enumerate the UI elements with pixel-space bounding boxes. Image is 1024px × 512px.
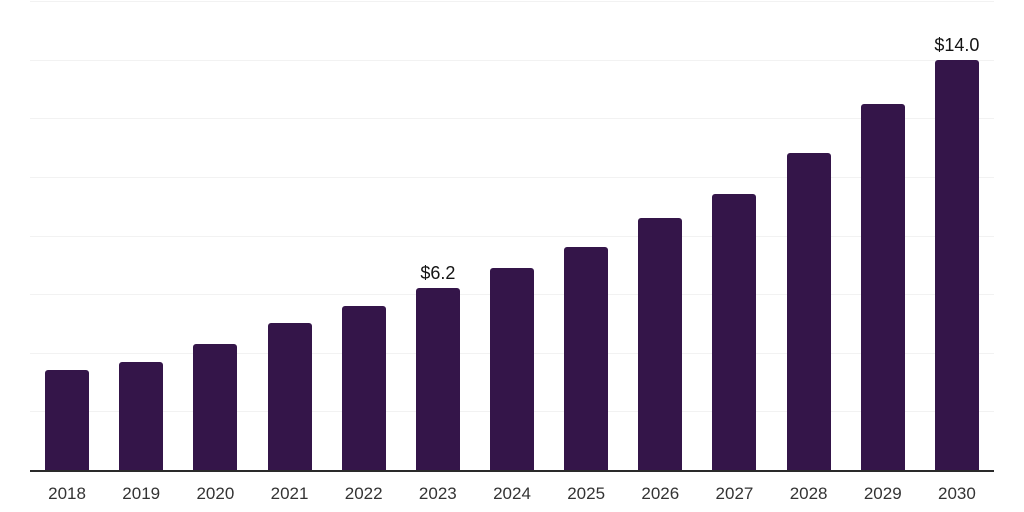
bar-2028 xyxy=(786,153,831,470)
gridline xyxy=(30,1,994,2)
gridline xyxy=(30,118,994,120)
x-tick-2024: 2024 xyxy=(493,484,531,503)
x-tick-2021: 2021 xyxy=(270,484,309,503)
gridline xyxy=(30,59,994,61)
x-tick-2030: 2030 xyxy=(938,484,976,503)
data-label-2023: $6.2 xyxy=(420,263,456,284)
bar-2029 xyxy=(860,103,905,470)
bar-2023 xyxy=(415,288,460,470)
bar-2030 xyxy=(934,59,979,470)
bar-2019 xyxy=(119,361,164,470)
x-tick-2025: 2025 xyxy=(567,484,606,503)
gridline xyxy=(30,235,994,237)
x-tick-2019: 2019 xyxy=(122,484,161,503)
bar-2020 xyxy=(193,343,238,470)
bar-2022 xyxy=(341,305,386,470)
bar-2027 xyxy=(712,194,757,470)
x-tick-2029: 2029 xyxy=(863,484,902,503)
bar-2026 xyxy=(638,217,683,470)
x-tick-2026: 2026 xyxy=(641,484,680,503)
bar-2025 xyxy=(564,247,609,470)
bar-2018 xyxy=(45,370,90,470)
x-tick-2020: 2020 xyxy=(196,484,235,503)
x-tick-2018: 2018 xyxy=(48,484,86,503)
x-tick-2022: 2022 xyxy=(344,484,383,503)
x-tick-2027: 2027 xyxy=(715,484,754,503)
gridline xyxy=(30,176,994,178)
bar-2021 xyxy=(267,323,312,470)
data-label-2030: $14.0 xyxy=(934,34,980,55)
x-tick-2023: 2023 xyxy=(418,484,457,503)
x-axis-line xyxy=(30,469,994,472)
x-tick-2028: 2028 xyxy=(789,484,828,503)
bar-2024 xyxy=(490,267,534,470)
